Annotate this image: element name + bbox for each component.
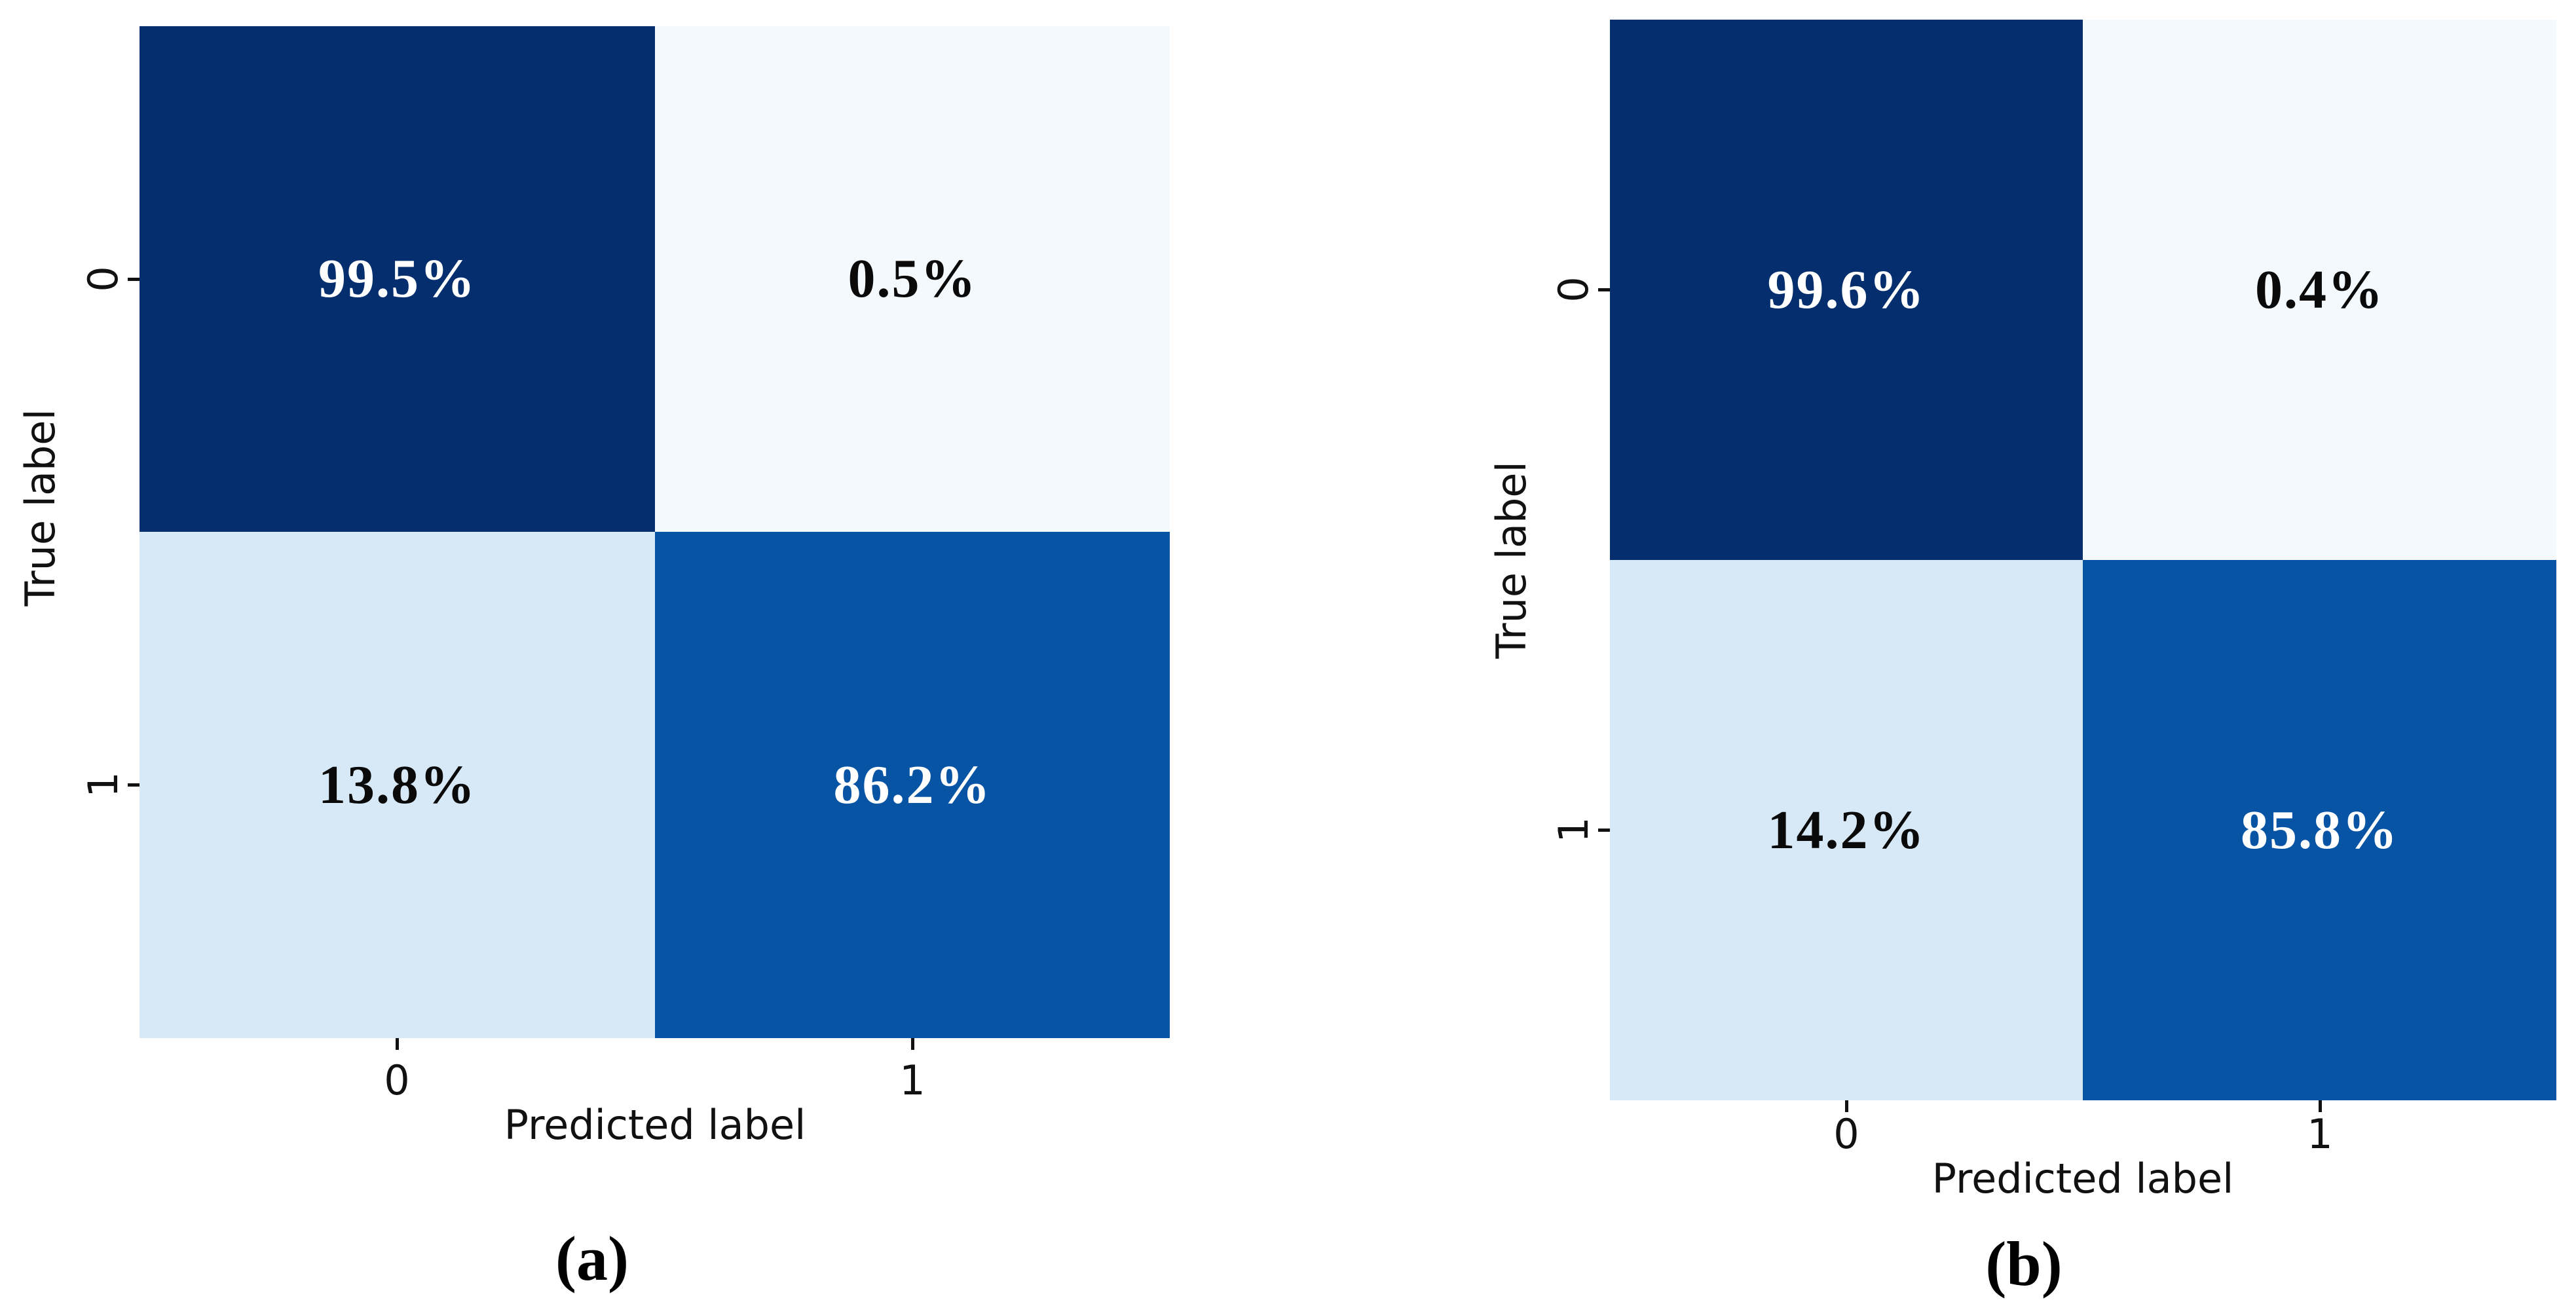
cell-value-label: 13.8% xyxy=(318,754,476,815)
x-axis-label-a: Predicted label xyxy=(504,1101,806,1149)
cell-a-row1-col0: 13.8% xyxy=(140,532,655,1038)
x-tick-label-b-1: 1 xyxy=(2307,1110,2333,1158)
y-tick-label-b-0: 0 xyxy=(1550,276,1597,303)
y-axis-label-b: True label xyxy=(1487,461,1535,659)
panel-caption-a: (a) xyxy=(555,1223,629,1294)
y-tick-label-a-1: 1 xyxy=(79,772,127,798)
x-tick-mark xyxy=(396,1038,399,1050)
cell-b-row0-col0: 99.6% xyxy=(1610,20,2083,560)
heatmap-a: 99.5% 0.5% 13.8% 86.2% xyxy=(140,26,1170,1038)
cell-b-row0-col1: 0.4% xyxy=(2083,20,2556,560)
y-tick-mark xyxy=(128,783,140,787)
cell-value-label: 0.5% xyxy=(848,248,977,309)
y-tick-mark xyxy=(1598,288,1610,291)
cell-a-row0-col1: 0.5% xyxy=(655,26,1170,532)
x-tick-mark xyxy=(2319,1100,2322,1112)
cell-value-label: 99.5% xyxy=(318,248,476,309)
cell-value-label: 85.8% xyxy=(2241,799,2399,861)
panel-caption-b: (b) xyxy=(1985,1229,2063,1299)
x-tick-label-a-0: 0 xyxy=(384,1056,410,1104)
cell-a-row0-col0: 99.5% xyxy=(140,26,655,532)
x-tick-label-a-1: 1 xyxy=(899,1056,925,1104)
cell-value-label: 14.2% xyxy=(1767,799,1926,861)
cell-b-row1-col1: 85.8% xyxy=(2083,560,2556,1100)
y-tick-mark xyxy=(128,278,140,281)
cell-a-row1-col1: 86.2% xyxy=(655,532,1170,1038)
y-tick-label-b-1: 1 xyxy=(1550,817,1597,843)
heatmap-b: 99.6% 0.4% 14.2% 85.8% xyxy=(1610,20,2556,1100)
y-axis-label-a: True label xyxy=(16,409,64,606)
cell-value-label: 86.2% xyxy=(833,754,992,815)
x-tick-mark xyxy=(1845,1100,1848,1112)
y-tick-mark xyxy=(1598,829,1610,832)
cell-value-label: 99.6% xyxy=(1767,259,1926,320)
cell-b-row1-col0: 14.2% xyxy=(1610,560,2083,1100)
y-tick-label-a-0: 0 xyxy=(79,266,127,292)
x-tick-mark xyxy=(911,1038,914,1050)
x-tick-label-b-0: 0 xyxy=(1833,1110,1859,1158)
cell-value-label: 0.4% xyxy=(2255,259,2384,320)
x-axis-label-b: Predicted label xyxy=(1932,1155,2234,1202)
